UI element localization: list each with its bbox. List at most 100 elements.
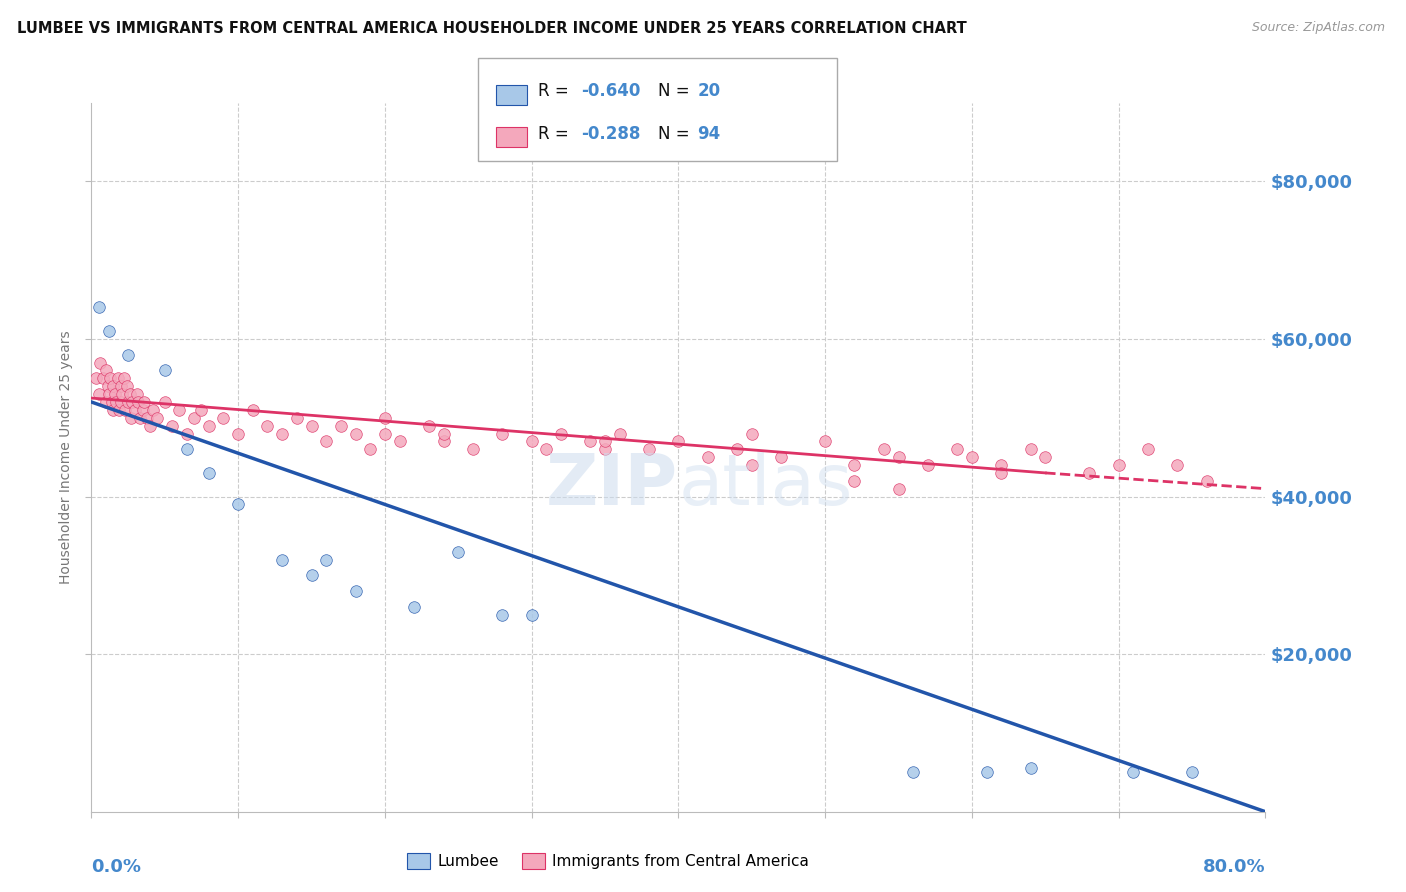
Point	[121, 395, 143, 409]
Point	[110, 395, 132, 409]
Point	[96, 379, 118, 393]
Point	[107, 371, 129, 385]
Point	[374, 410, 396, 425]
Point	[139, 418, 162, 433]
Point	[112, 371, 135, 385]
Point	[315, 434, 337, 449]
Text: N =: N =	[658, 125, 695, 143]
Point	[124, 403, 146, 417]
Point	[1108, 458, 1130, 472]
Point	[960, 450, 983, 464]
Point	[990, 458, 1012, 472]
Point	[120, 410, 142, 425]
Point	[197, 418, 219, 433]
Text: R =: R =	[538, 125, 575, 143]
Point	[153, 363, 176, 377]
Point	[1181, 765, 1204, 780]
Point	[536, 442, 558, 457]
Point	[301, 418, 323, 433]
Point	[461, 442, 484, 457]
Point	[844, 474, 866, 488]
Point	[447, 544, 470, 558]
Point	[256, 418, 278, 433]
Point	[125, 387, 148, 401]
Point	[887, 450, 910, 464]
Point	[146, 410, 169, 425]
Point	[976, 765, 998, 780]
Point	[128, 410, 150, 425]
Point	[226, 497, 249, 511]
Point	[271, 552, 294, 566]
Point	[1122, 765, 1144, 780]
Point	[87, 387, 110, 401]
Point	[94, 395, 117, 409]
Point	[87, 301, 110, 315]
Point	[101, 395, 124, 409]
Point	[117, 395, 139, 409]
Point	[134, 395, 156, 409]
Point	[741, 426, 763, 441]
Point	[814, 434, 837, 449]
Point	[127, 395, 149, 409]
Point	[226, 426, 249, 441]
Point	[212, 410, 235, 425]
Point	[741, 458, 763, 472]
Point	[132, 403, 155, 417]
Point	[844, 458, 866, 472]
Point	[696, 450, 718, 464]
Text: 20: 20	[697, 82, 720, 100]
Point	[609, 426, 631, 441]
Point	[242, 403, 264, 417]
Point	[103, 403, 125, 417]
Point	[1078, 466, 1101, 480]
Point	[404, 599, 426, 614]
Point	[136, 410, 159, 425]
Point	[89, 355, 111, 369]
Text: R =: R =	[538, 82, 575, 100]
Point	[374, 426, 396, 441]
Text: N =: N =	[658, 82, 695, 100]
Point	[388, 434, 411, 449]
Point	[115, 379, 138, 393]
Point	[110, 379, 132, 393]
Point	[579, 434, 602, 449]
Point	[887, 482, 910, 496]
Point	[1136, 442, 1159, 457]
Point	[271, 426, 294, 441]
Text: atlas: atlas	[678, 451, 853, 520]
Point	[98, 387, 121, 401]
Point	[183, 410, 205, 425]
Point	[344, 584, 367, 599]
Point	[1019, 442, 1042, 457]
Point	[418, 418, 440, 433]
Point	[1166, 458, 1188, 472]
Point	[176, 426, 198, 441]
Point	[433, 434, 456, 449]
Point	[176, 442, 198, 457]
Point	[1195, 474, 1218, 488]
Y-axis label: Householder Income Under 25 years: Householder Income Under 25 years	[59, 330, 73, 584]
Point	[329, 418, 352, 433]
Point	[160, 418, 183, 433]
Point	[1019, 761, 1042, 775]
Point	[638, 442, 661, 457]
Text: Source: ZipAtlas.com: Source: ZipAtlas.com	[1251, 21, 1385, 34]
Point	[100, 371, 122, 385]
Point	[105, 395, 128, 409]
Text: 0.0%: 0.0%	[91, 858, 142, 876]
Point	[114, 403, 136, 417]
Point	[315, 552, 337, 566]
Point	[990, 466, 1012, 480]
Point	[550, 426, 572, 441]
Point	[98, 324, 121, 338]
Point	[104, 387, 127, 401]
Point	[593, 434, 616, 449]
Point	[917, 458, 939, 472]
Point	[103, 379, 125, 393]
Point	[491, 607, 513, 622]
Point	[84, 371, 107, 385]
Point	[117, 348, 139, 362]
Point	[197, 466, 219, 480]
Text: -0.288: -0.288	[581, 125, 640, 143]
Point	[946, 442, 969, 457]
